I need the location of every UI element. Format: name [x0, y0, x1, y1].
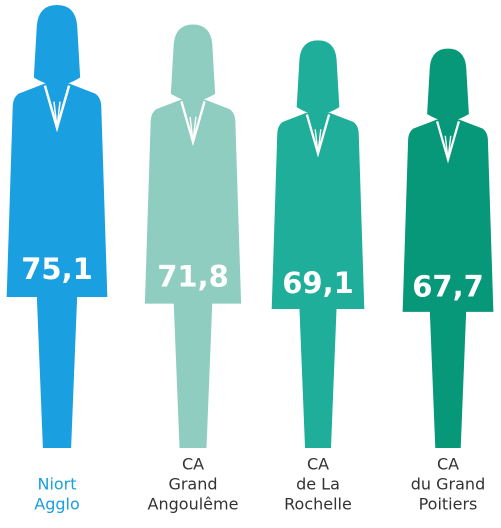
figure-body — [271, 112, 365, 448]
figure — [402, 48, 494, 449]
category-label: CA — [182, 455, 204, 474]
figure-hair — [296, 40, 340, 115]
category-label: du Grand — [411, 475, 485, 494]
figure-tie — [314, 129, 322, 154]
category-label: CA — [307, 455, 329, 474]
figure-hair — [170, 24, 216, 102]
category-label: de La — [296, 475, 340, 494]
figure-hair — [33, 5, 81, 86]
figure-body — [6, 83, 108, 449]
category-label: Angoulême — [148, 495, 239, 514]
category-label: CA — [437, 455, 459, 474]
figure — [6, 5, 108, 449]
figure — [271, 40, 365, 448]
figure-body — [402, 119, 494, 449]
value-label: 67,7 — [412, 269, 484, 303]
value-label: 69,1 — [282, 266, 354, 300]
value-label: 71,8 — [157, 260, 229, 294]
category-label: Grand — [168, 475, 217, 494]
figure — [144, 24, 242, 449]
figure-tie — [444, 135, 452, 160]
category-label: Agglo — [34, 495, 80, 514]
category-label: Rochelle — [284, 495, 352, 514]
figure-tie — [53, 101, 61, 128]
figure-hair — [427, 48, 469, 122]
value-label: 75,1 — [21, 252, 93, 286]
category-label: Poitiers — [419, 495, 478, 514]
category-label: Niort — [37, 475, 76, 494]
figure-body — [144, 99, 242, 449]
figure-tie — [189, 116, 197, 142]
